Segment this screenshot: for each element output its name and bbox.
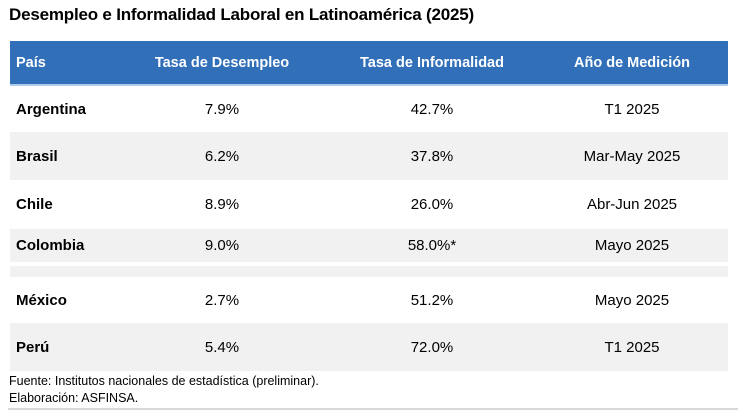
table-row-colombia-main: Colombia 9.0% 58.0%* Mayo 2025: [10, 229, 728, 262]
informality-value: 51.2%: [410, 291, 454, 309]
column-header-tasa-informalidad: Tasa de Informalidad: [360, 54, 504, 71]
measurement-period: T1 2025: [604, 100, 660, 118]
informality-value: 72.0%: [410, 338, 454, 356]
page-title: Desempleo e Informalidad Laboral en Lati…: [9, 5, 474, 24]
country-name: Colombia: [16, 237, 85, 254]
footnotes: Fuente: Institutos nacionales de estadís…: [9, 373, 319, 406]
table-header-row: País Tasa de Desempleo Tasa de Informali…: [10, 41, 728, 86]
unemployment-value: 6.2%: [204, 147, 240, 165]
bottom-divider: [8, 408, 738, 410]
country-name: Argentina: [16, 100, 87, 118]
country-name: Brasil: [16, 147, 58, 165]
column-header-ano-medicion: Año de Medición: [574, 54, 690, 71]
table-row-argentina: Argentina 7.9% 42.7% T1 2025: [10, 86, 728, 132]
table-row-peru: Perú 5.4% 72.0% T1 2025: [10, 323, 728, 371]
measurement-period: Mayo 2025: [594, 237, 670, 254]
elaboration-note: Elaboración: ASFINSA.: [9, 390, 139, 405]
unemployment-value: 2.7%: [204, 291, 240, 309]
unemployment-value: 9.0%: [204, 237, 240, 254]
unemployment-value: 8.9%: [204, 196, 240, 213]
measurement-period: Abr-Jun 2025: [586, 196, 678, 213]
measurement-period: Mar-May 2025: [583, 147, 681, 165]
unemployment-value: 7.9%: [204, 100, 240, 118]
measurement-period: T1 2025: [604, 338, 660, 356]
informality-value: 26.0%: [410, 196, 454, 213]
table-row-chile: Chile 8.9% 26.0% Abr-Jun 2025: [10, 180, 728, 229]
measurement-period: Mayo 2025: [594, 291, 670, 309]
row-split-gap: [10, 262, 728, 266]
table-row-brasil: Brasil 6.2% 37.8% Mar-May 2025: [10, 132, 728, 180]
unemployment-value: 5.4%: [204, 338, 240, 356]
informality-value: 58.0%*: [407, 237, 457, 254]
data-table: País Tasa de Desempleo Tasa de Informali…: [10, 41, 728, 371]
column-header-pais: País: [16, 54, 46, 71]
country-name: Perú: [16, 338, 50, 356]
row-split-strip: [10, 266, 728, 277]
source-note: Fuente: Institutos nacionales de estadís…: [9, 374, 319, 388]
informality-value: 42.7%: [410, 100, 454, 118]
table-row-colombia: Colombia 9.0% 58.0%* Mayo 2025: [10, 229, 728, 277]
table-row-mexico: México 2.7% 51.2% Mayo 2025: [10, 277, 728, 323]
country-name: Chile: [16, 196, 53, 213]
country-name: México: [16, 291, 67, 309]
column-header-tasa-desempleo: Tasa de Desempleo: [154, 54, 290, 71]
informality-value: 37.8%: [410, 147, 454, 165]
